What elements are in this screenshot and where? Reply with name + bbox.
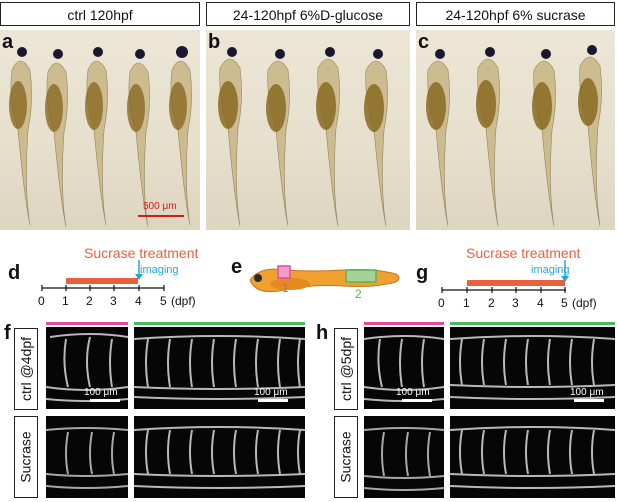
g-tick-3: 3 bbox=[512, 296, 519, 310]
panel-g-letter: g bbox=[416, 262, 429, 284]
panel-h-row1-label: ctrl @5dpf bbox=[334, 328, 358, 410]
f-sucrase-head-image bbox=[46, 416, 128, 498]
h-sucrase-trunk-image bbox=[450, 416, 615, 498]
panel-g-timeline bbox=[441, 260, 569, 293]
panel-d-title: Sucrase treatment bbox=[84, 245, 199, 261]
h-sucrase-head-image bbox=[364, 416, 444, 498]
f-region-2-strip bbox=[134, 322, 305, 325]
h-region-1-strip bbox=[364, 322, 444, 325]
panel-c-letter: c bbox=[418, 31, 430, 53]
h-ctrl-head-image: 100 μm bbox=[364, 327, 444, 409]
imaging-arrowhead-d bbox=[135, 274, 143, 280]
d-unit: (dpf) bbox=[171, 294, 196, 308]
d-tick-5: 5 bbox=[160, 294, 167, 308]
panel-h-row2-label: Sucrase bbox=[334, 416, 358, 498]
scale-bar-label: 500 μm bbox=[143, 201, 177, 212]
panel-f-row1-label: ctrl @4dpf bbox=[14, 328, 38, 410]
h-scalebar-left-label: 100 μm bbox=[396, 387, 430, 398]
d-tick-0: 0 bbox=[38, 294, 45, 308]
larva-eye bbox=[254, 274, 262, 282]
panel-c-header: 24-120hpf 6% sucrase bbox=[416, 2, 615, 26]
g-tick-1: 1 bbox=[463, 296, 470, 310]
scale-bar-500um bbox=[138, 215, 184, 217]
larvae-a bbox=[9, 46, 192, 228]
f-ctrl-head-image: 100 μm bbox=[46, 327, 128, 409]
panel-b-photo: b bbox=[206, 30, 410, 230]
region-1-box bbox=[277, 265, 291, 279]
d-tick-2: 2 bbox=[86, 294, 93, 308]
h-scalebar-left bbox=[402, 399, 432, 402]
treatment-bar-d bbox=[66, 278, 138, 284]
panel-h-letter: h bbox=[316, 322, 329, 344]
f-scalebar-right bbox=[258, 399, 288, 402]
treatment-bar-g bbox=[467, 280, 565, 286]
region-2-box bbox=[345, 269, 377, 283]
f-scalebar-right-label: 100 μm bbox=[254, 387, 288, 398]
panel-d-timeline bbox=[41, 260, 165, 291]
panel-b-letter: b bbox=[208, 31, 221, 53]
panel-g-imaging-label: imaging bbox=[531, 264, 570, 276]
panel-c-photo: c bbox=[416, 30, 615, 230]
panel-a-photo: a 500 μm bbox=[0, 30, 200, 230]
panel-f-letter: f bbox=[4, 322, 11, 344]
h-ctrl-trunk-image: 100 μm bbox=[450, 327, 615, 409]
d-tick-3: 3 bbox=[110, 294, 117, 308]
panel-e-letter: e bbox=[231, 256, 243, 278]
larva-yolk bbox=[270, 278, 310, 290]
panel-d-imaging-label: imaging bbox=[140, 264, 179, 276]
g-tick-5: 5 bbox=[561, 296, 568, 310]
larva-schematic bbox=[249, 265, 400, 293]
g-tick-4: 4 bbox=[537, 296, 544, 310]
region-1-label: 1 bbox=[282, 281, 289, 295]
g-tick-2: 2 bbox=[488, 296, 495, 310]
f-ctrl-trunk-image: 100 μm bbox=[134, 327, 305, 409]
panel-g-title: Sucrase treatment bbox=[466, 245, 581, 261]
g-unit: (dpf) bbox=[572, 296, 597, 310]
panel-a-letter: a bbox=[2, 31, 14, 53]
f-sucrase-trunk-image bbox=[134, 416, 305, 498]
panel-a-header: ctrl 120hpf bbox=[0, 2, 200, 26]
d-tick-1: 1 bbox=[62, 294, 69, 308]
h-scalebar-right bbox=[574, 399, 604, 402]
imaging-arrowhead-g bbox=[561, 276, 569, 282]
panel-f-row2-label: Sucrase bbox=[14, 416, 38, 498]
larvae-b bbox=[218, 47, 388, 227]
panel-b-header: 24-120hpf 6%D-glucose bbox=[206, 2, 410, 26]
d-tick-4: 4 bbox=[135, 294, 142, 308]
region-2-label: 2 bbox=[355, 287, 362, 301]
panel-d-letter: d bbox=[8, 262, 21, 284]
f-scalebar-left-label: 100 μm bbox=[84, 387, 118, 398]
h-scalebar-right-label: 100 μm bbox=[570, 387, 604, 398]
g-tick-0: 0 bbox=[438, 296, 445, 310]
h-region-2-strip bbox=[450, 322, 615, 325]
f-scalebar-left bbox=[90, 399, 120, 402]
f-region-1-strip bbox=[46, 322, 128, 325]
larvae-c bbox=[426, 45, 602, 227]
